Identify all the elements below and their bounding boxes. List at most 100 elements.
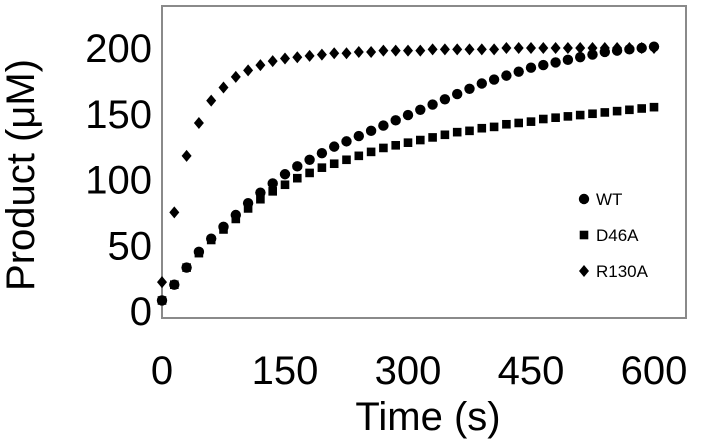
legend-label-r130a: R130A xyxy=(596,262,649,281)
data-point-d46a xyxy=(625,105,634,115)
data-point-d46a xyxy=(354,151,364,161)
data-point-r130a xyxy=(649,42,659,54)
legend-marker-wt xyxy=(578,193,590,205)
data-point-r130a xyxy=(562,42,573,54)
data-point-d46a xyxy=(403,138,413,147)
data-point-wt xyxy=(255,187,266,198)
data-point-wt xyxy=(279,169,291,180)
y-axis-title: Product (μM) xyxy=(0,59,43,291)
data-point-d46a xyxy=(465,126,474,136)
data-point-wt xyxy=(230,209,241,221)
data-point-r130a xyxy=(169,206,180,219)
data-point-d46a xyxy=(514,118,523,128)
x-tick-label: 300 xyxy=(375,349,442,393)
data-point-wt xyxy=(575,52,586,63)
data-point-wt xyxy=(193,246,205,258)
data-point-wt xyxy=(378,120,389,131)
data-point-r130a xyxy=(316,48,327,61)
data-point-r130a xyxy=(193,116,204,129)
data-point-d46a xyxy=(452,127,462,137)
data-point-r130a xyxy=(452,43,463,56)
data-point-wt xyxy=(513,66,524,77)
data-point-r130a xyxy=(636,42,647,54)
data-point-r130a xyxy=(538,42,549,54)
legend: WT D46A R130A xyxy=(578,190,649,281)
data-point-d46a xyxy=(600,108,610,117)
data-points xyxy=(156,41,660,306)
data-point-r130a xyxy=(366,45,377,58)
data-point-wt xyxy=(353,130,364,142)
data-point-d46a xyxy=(551,113,560,122)
data-point-r130a xyxy=(292,51,303,64)
data-point-wt xyxy=(156,295,168,306)
data-point-d46a xyxy=(526,117,536,126)
data-point-d46a xyxy=(391,141,400,150)
data-point-r130a xyxy=(230,70,241,83)
data-point-d46a xyxy=(280,180,290,190)
data-point-wt xyxy=(218,221,229,233)
data-point-wt xyxy=(427,99,438,110)
data-point-d46a xyxy=(440,130,450,140)
data-point-d46a xyxy=(502,119,511,129)
x-axis-ticks: 0 150 300 450 600 xyxy=(151,349,688,393)
data-point-wt xyxy=(304,154,315,165)
data-point-r130a xyxy=(378,44,389,57)
y-tick-label: 100 xyxy=(85,159,152,203)
data-point-r130a xyxy=(329,47,340,60)
data-point-d46a xyxy=(563,112,573,121)
data-point-r130a xyxy=(267,55,278,68)
data-point-wt xyxy=(452,88,463,100)
data-point-wt xyxy=(206,233,217,244)
data-point-r130a xyxy=(439,43,450,56)
data-point-d46a xyxy=(539,114,548,124)
data-point-d46a xyxy=(293,173,302,183)
data-point-d46a xyxy=(342,155,351,165)
legend-marker-r130a xyxy=(579,265,589,277)
data-point-r130a xyxy=(415,44,426,57)
data-point-d46a xyxy=(256,194,265,204)
data-point-wt xyxy=(550,57,561,68)
data-point-r130a xyxy=(181,149,192,162)
data-point-r130a xyxy=(575,42,586,54)
plot-frame xyxy=(161,5,687,319)
data-point-wt xyxy=(587,49,598,60)
data-point-wt xyxy=(415,104,426,116)
data-point-r130a xyxy=(280,52,290,65)
data-point-wt xyxy=(292,161,303,172)
data-point-r130a xyxy=(501,42,512,54)
data-point-wt xyxy=(169,279,180,290)
data-point-wt xyxy=(488,74,500,85)
data-point-r130a xyxy=(353,45,364,58)
data-point-r130a xyxy=(624,42,635,54)
x-tick-label: 150 xyxy=(252,349,319,393)
data-point-d46a xyxy=(268,187,277,196)
data-point-wt xyxy=(316,148,328,159)
data-point-d46a xyxy=(416,135,425,145)
data-point-wt xyxy=(267,178,278,189)
data-point-d46a xyxy=(379,143,388,153)
data-point-r130a xyxy=(390,44,401,57)
data-point-d46a xyxy=(489,122,499,132)
data-point-d46a xyxy=(305,168,314,178)
data-point-r130a xyxy=(550,42,561,54)
data-point-wt xyxy=(464,83,475,94)
x-tick-label: 450 xyxy=(498,349,565,393)
data-point-d46a xyxy=(329,159,339,169)
y-tick-label: 50 xyxy=(108,224,153,268)
data-point-d46a xyxy=(588,109,597,119)
data-point-wt xyxy=(439,94,451,105)
data-point-r130a xyxy=(599,42,610,54)
data-point-d46a xyxy=(575,110,585,120)
data-point-r130a xyxy=(304,49,315,62)
x-axis-title: Time (s) xyxy=(355,395,500,439)
data-point-d46a xyxy=(243,204,253,213)
y-tick-label: 150 xyxy=(85,93,152,137)
data-point-d46a xyxy=(649,102,659,112)
data-point-r130a xyxy=(464,43,475,56)
data-point-r130a xyxy=(489,43,500,56)
data-point-d46a xyxy=(317,163,327,172)
data-point-r130a xyxy=(476,43,487,56)
data-point-wt xyxy=(562,54,574,66)
data-point-d46a xyxy=(612,106,622,116)
